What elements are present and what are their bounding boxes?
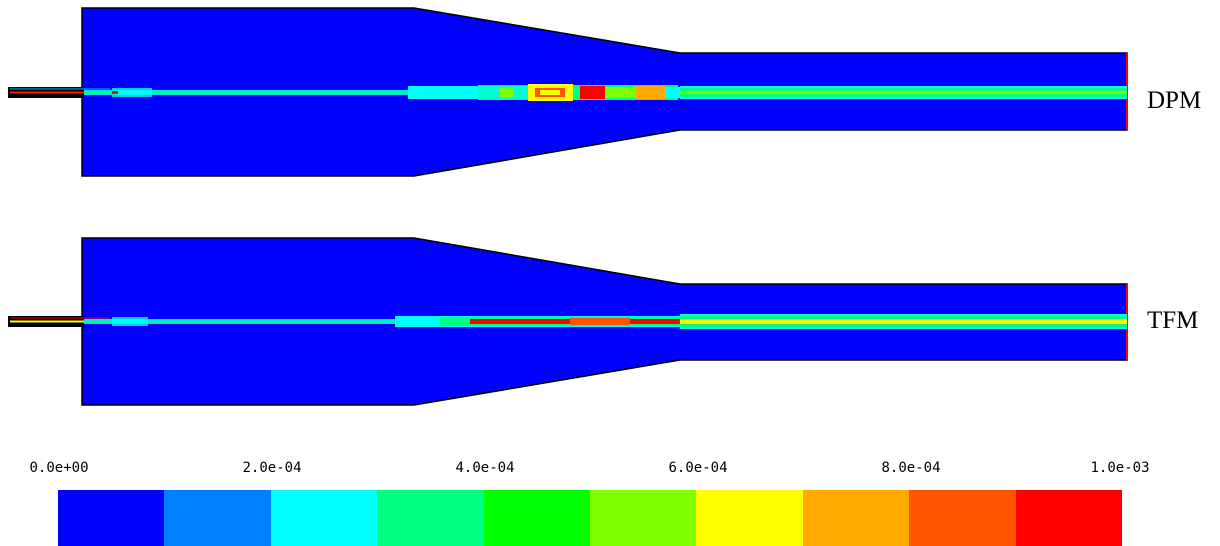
colorbar-tick-label: 0.0e+00: [29, 460, 89, 476]
colorbar-tick-label: 8.0e-04: [881, 460, 941, 476]
jet-plume: [112, 88, 152, 97]
colorbar-swatch: [164, 490, 271, 546]
colorbar: [58, 490, 1123, 546]
contour-figure: [8, 7, 1128, 406]
contour-panel-tfm: [8, 237, 1128, 406]
colorbar-tick-label: 2.0e-04: [242, 460, 302, 476]
jet-plume: [570, 318, 630, 325]
colorbar-swatch: [377, 490, 484, 546]
colorbar-tick-label: 6.0e-04: [668, 460, 728, 476]
colorbar-swatch: [270, 490, 378, 546]
jet-plume: [540, 90, 560, 95]
jet-plume: [665, 87, 685, 98]
jet-plume: [680, 91, 1127, 94]
jet-plume: [500, 88, 514, 97]
contour-panel-dpm: [8, 7, 1128, 177]
colorbar-swatch: [590, 490, 697, 546]
jet-plume: [580, 86, 605, 99]
jet-plume: [605, 87, 635, 98]
colorbar-swatch: [483, 490, 591, 546]
panel-label-tfm: TFM: [1147, 307, 1199, 334]
jet-plume: [630, 319, 685, 324]
colorbar-swatch: [802, 490, 910, 546]
colorbar-swatch: [58, 490, 165, 546]
jet-plume: [470, 319, 570, 324]
jet-plume: [112, 317, 148, 326]
colorbar-tick-row: 0.0e+00 2.0e-04 4.0e-04 6.0e-04 8.0e-04 …: [0, 460, 1220, 482]
jet-plume: [112, 91, 118, 94]
colorbar-tick-label: 1.0e-03: [1090, 460, 1150, 476]
jet-plume: [680, 319, 1127, 324]
colorbar-swatch: [1015, 490, 1123, 546]
jet-plume: [635, 86, 665, 99]
colorbar-swatch: [909, 490, 1016, 546]
jet-plume: [408, 86, 478, 99]
panel-label-dpm: DPM: [1147, 87, 1202, 114]
colorbar-swatch: [696, 490, 803, 546]
colorbar-tick-label: 4.0e-04: [455, 460, 515, 476]
